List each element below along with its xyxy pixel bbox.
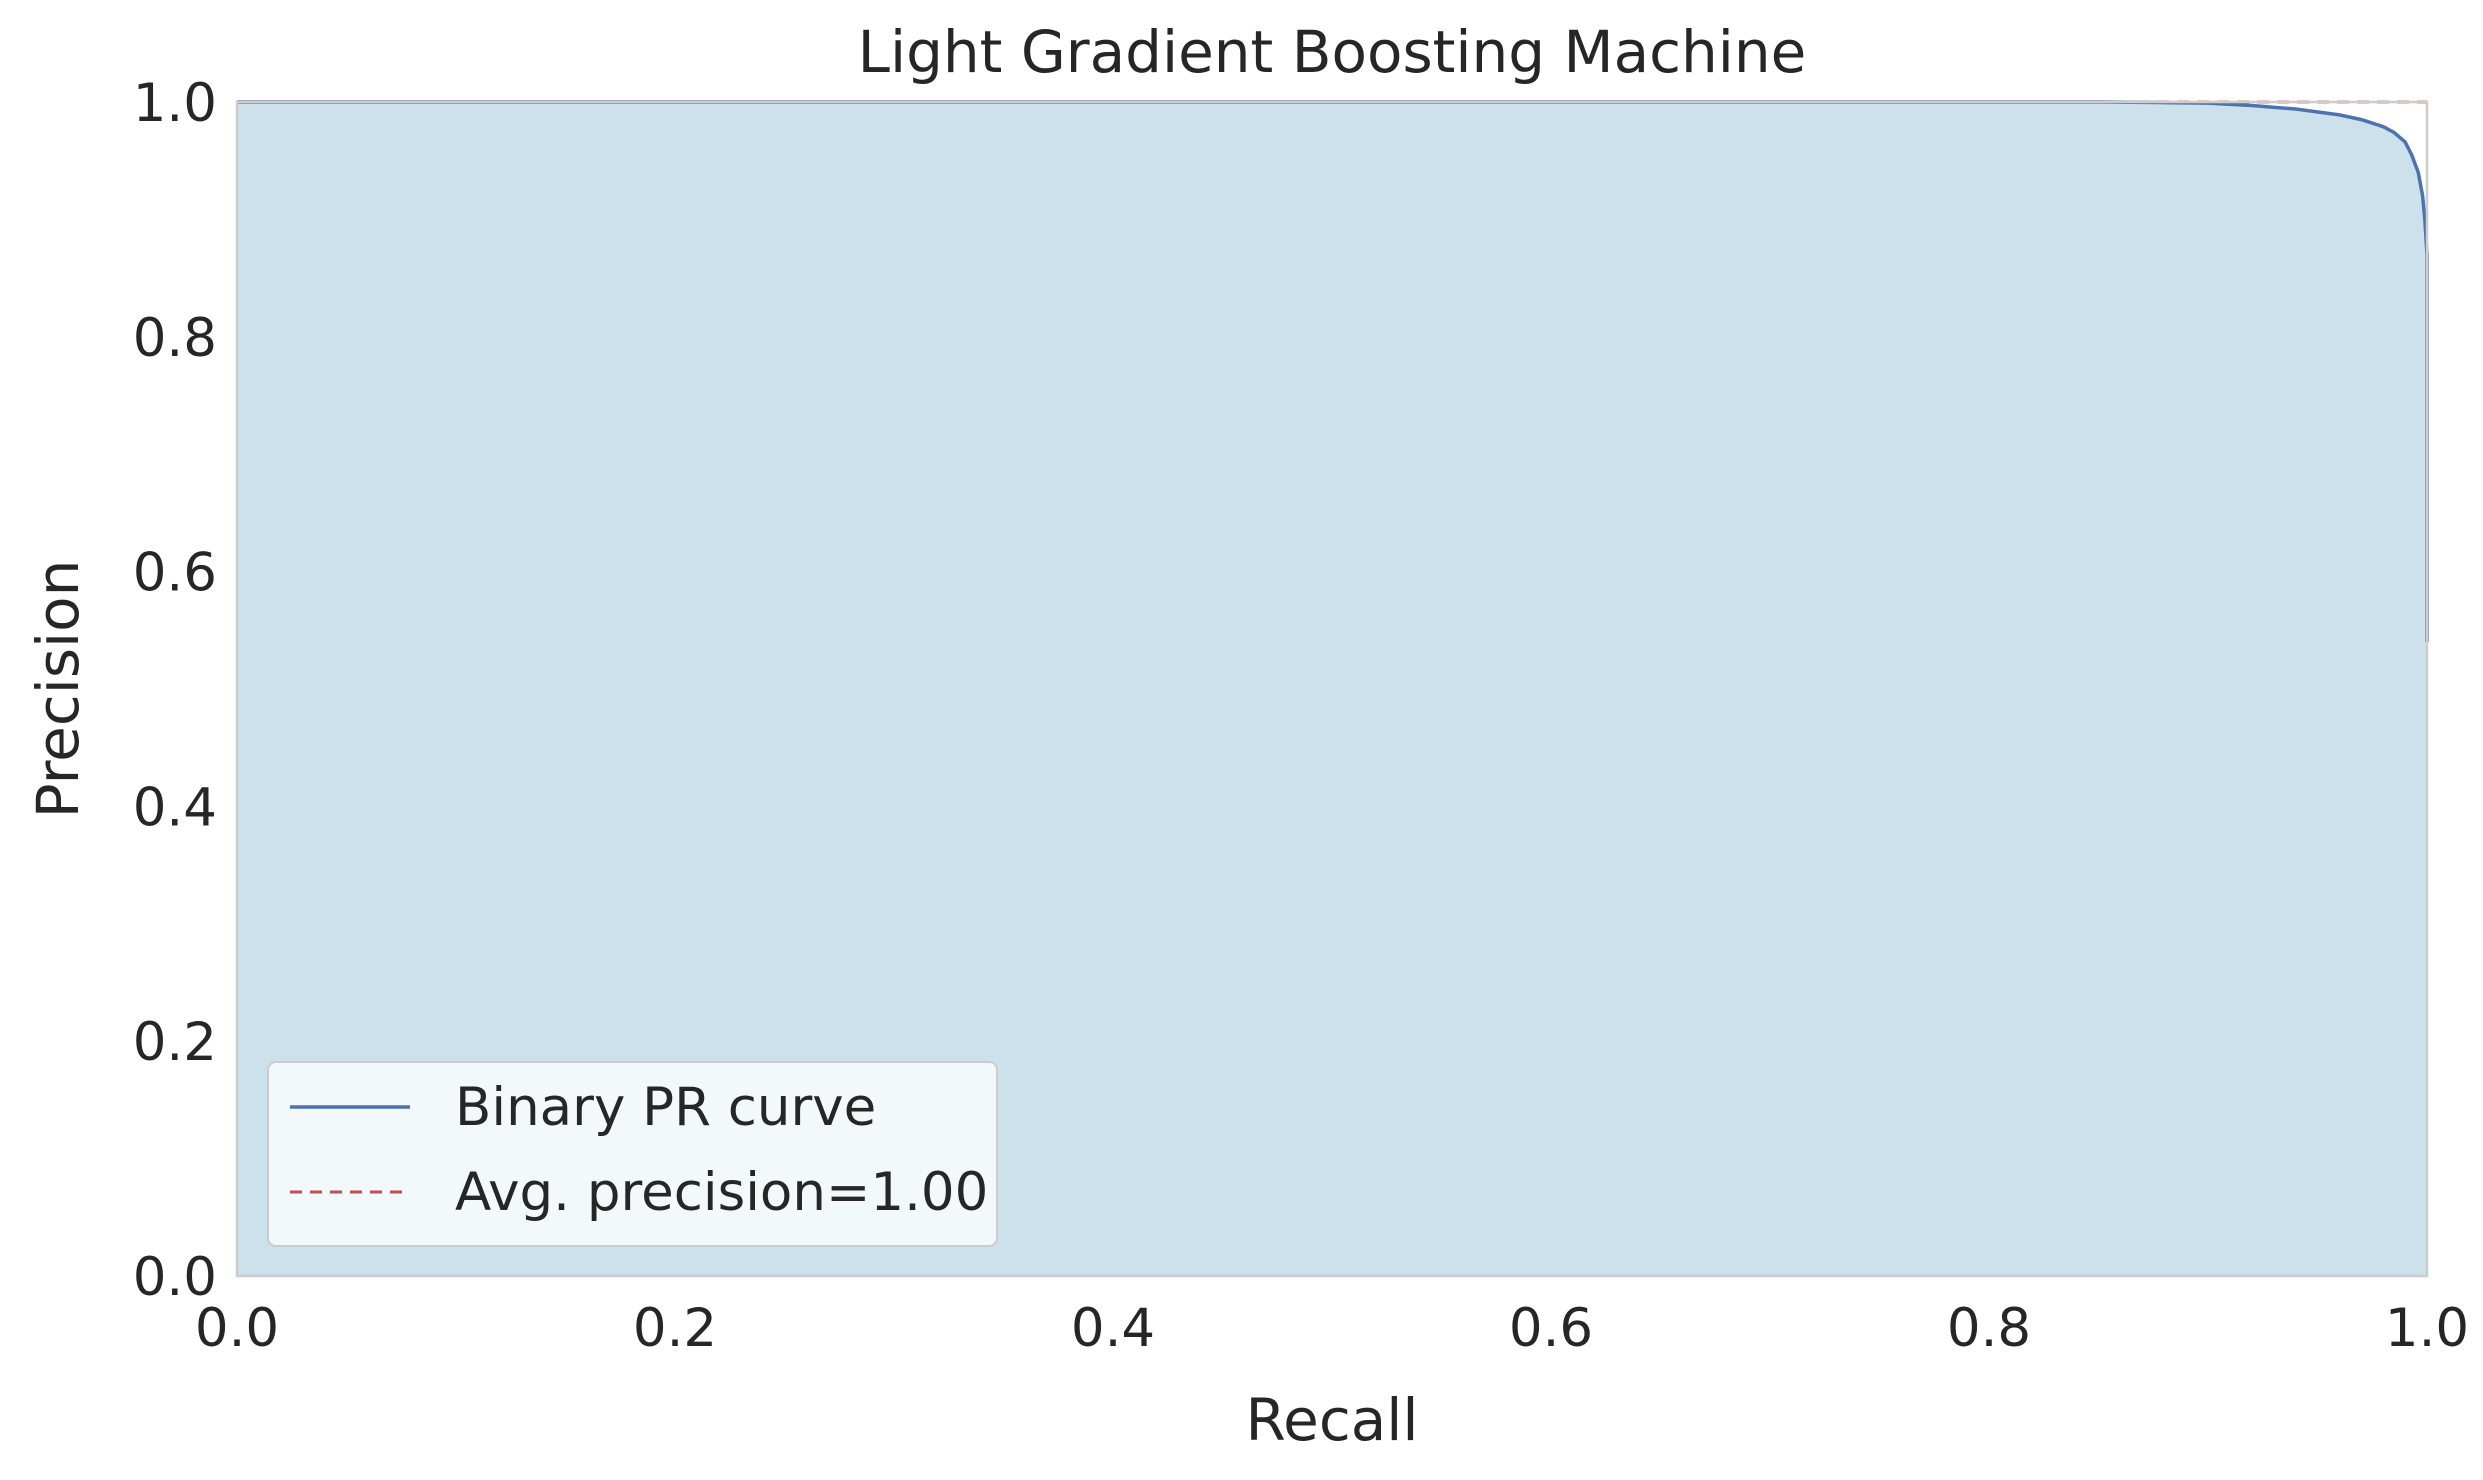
x-tick-label: 0.6 xyxy=(1509,1298,1593,1359)
y-axis-ticks: 0.0 0.2 0.4 0.6 0.8 1.0 xyxy=(133,73,217,1308)
x-tick-label: 0.2 xyxy=(633,1298,717,1359)
y-axis-label: Precision xyxy=(24,560,92,819)
legend: Binary PR curve Avg. precision=1.00 xyxy=(267,1061,998,1247)
plot-frame xyxy=(235,100,2429,1278)
y-tick-label: 1.0 xyxy=(133,73,217,134)
y-tick-label: 0.4 xyxy=(133,777,217,838)
legend-label-pr-curve: Binary PR curve xyxy=(455,1077,876,1138)
x-tick-label: 0.0 xyxy=(195,1298,279,1359)
legend-box xyxy=(267,1061,998,1247)
y-tick-label: 0.6 xyxy=(133,543,217,604)
x-tick-label: 0.8 xyxy=(1947,1298,2031,1359)
y-tick-label: 0.2 xyxy=(133,1012,217,1073)
x-axis-label: Recall xyxy=(1245,1386,1418,1454)
x-tick-label: 1.0 xyxy=(2385,1298,2469,1359)
pr-area-fill xyxy=(237,102,2427,1276)
x-tick-label: 0.4 xyxy=(1071,1298,1155,1359)
x-axis-ticks: 0.0 0.2 0.4 0.6 0.8 1.0 xyxy=(195,1298,2469,1359)
y-tick-label: 0.8 xyxy=(133,308,217,369)
legend-label-avg-precision: Avg. precision=1.00 xyxy=(455,1162,988,1223)
chart-title: Light Gradient Boosting Machine xyxy=(858,18,1807,86)
y-tick-label: 0.0 xyxy=(133,1247,217,1308)
